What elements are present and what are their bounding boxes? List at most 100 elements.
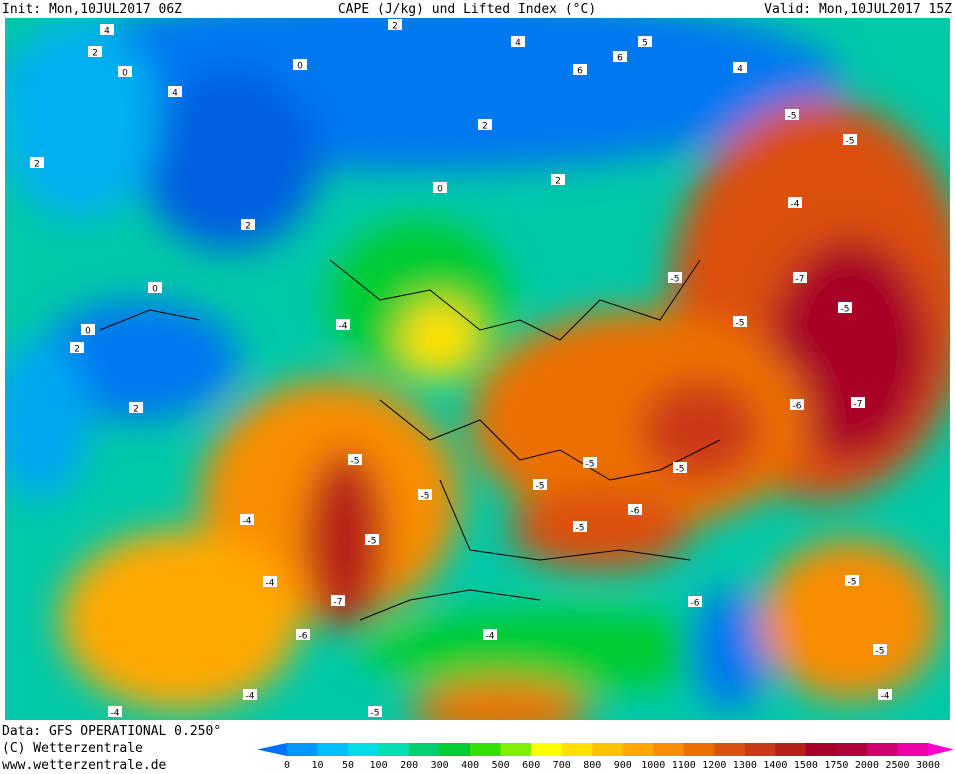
contour-label: -5 xyxy=(676,465,685,475)
contour-label: 0 xyxy=(85,327,91,337)
colorbar-swatch xyxy=(378,743,410,756)
colorbar-label: 900 xyxy=(614,760,632,770)
contour-label-box xyxy=(108,706,122,717)
contour-label-box xyxy=(673,462,687,473)
contour-label: -5 xyxy=(848,578,857,588)
contour-label-box xyxy=(81,324,95,335)
colorbar-swatch xyxy=(348,743,380,756)
colorbar-label: 300 xyxy=(431,760,449,770)
colorbar-label: 1100 xyxy=(672,760,696,770)
contour-label: -5 xyxy=(876,647,885,657)
colorbar-label: 1750 xyxy=(824,760,848,770)
contour-label: -6 xyxy=(691,599,700,609)
colorbar-label: 0 xyxy=(284,760,290,770)
valid-label: Valid: Mon,10JUL2017 15Z xyxy=(764,2,952,17)
colorbar-label: 800 xyxy=(583,760,601,770)
contour-label: -5 xyxy=(841,305,850,315)
colorbar-swatch xyxy=(866,743,898,756)
contour-label: -4 xyxy=(246,692,255,702)
colorbar-label: 50 xyxy=(342,760,354,770)
contour-label-box xyxy=(243,689,257,700)
colorbar-swatch xyxy=(470,743,502,756)
footer-data: Data: GFS OPERATIONAL 0.250° xyxy=(2,724,221,739)
contour-label-box xyxy=(418,489,432,500)
colorbar-swatch xyxy=(287,743,319,756)
contour-label-box xyxy=(628,504,642,515)
footer-copyright: (C) Wetterzentrale xyxy=(2,741,143,756)
contour-label-box xyxy=(788,197,802,208)
contour-label-box xyxy=(583,457,597,468)
colorbar-swatch xyxy=(317,743,349,756)
colorbar-label: 400 xyxy=(461,760,479,770)
contour-label-box xyxy=(613,51,627,62)
contour-label: 2 xyxy=(482,122,488,132)
contour-label: 6 xyxy=(577,67,583,77)
contour-label-box xyxy=(433,182,447,193)
contour-label-box xyxy=(838,302,852,313)
colorbar-swatch xyxy=(500,743,532,756)
contour-label: 5 xyxy=(642,39,648,49)
footer-url: www.wetterzentrale.de xyxy=(2,758,167,770)
contour-label: -6 xyxy=(631,507,640,517)
contour-label-box xyxy=(733,62,747,73)
contour-label-box xyxy=(793,272,807,283)
contour-label-box xyxy=(843,134,857,145)
contour-label: -4 xyxy=(243,517,252,527)
map-title: CAPE (J/kg) und Lifted Index (°C) xyxy=(338,2,596,17)
contour-label: 0 xyxy=(297,62,303,72)
colorbar-label: 1500 xyxy=(794,760,818,770)
contour-label-box xyxy=(573,521,587,532)
contour-label: 2 xyxy=(133,405,139,415)
colorbar-swatch xyxy=(714,743,746,756)
contour-label-box xyxy=(790,399,804,410)
contour-label: -5 xyxy=(368,537,377,547)
contour-label: 6 xyxy=(617,54,623,64)
colorbar-swatch xyxy=(683,743,715,756)
contour-label-box xyxy=(168,86,182,97)
colorbar-arrow-right xyxy=(928,743,954,756)
contour-label-box xyxy=(30,157,44,168)
colorbar-swatch xyxy=(592,743,624,756)
contour-label: -4 xyxy=(881,692,890,702)
contour-label-box xyxy=(88,46,102,57)
contour-label-box xyxy=(388,19,402,30)
colorbar-arrow-left xyxy=(257,743,287,756)
contour-label: 2 xyxy=(245,222,251,232)
contour-label: 2 xyxy=(392,22,398,32)
contour-label-box xyxy=(785,109,799,120)
contour-label: 0 xyxy=(437,185,443,195)
contour-label: 4 xyxy=(737,65,743,75)
contour-label: -7 xyxy=(334,598,343,608)
colorbar-swatch xyxy=(805,743,837,756)
contour-label-box xyxy=(478,119,492,130)
contour-label-box xyxy=(263,576,277,587)
contour-label-box xyxy=(241,219,255,230)
contour-label-box xyxy=(336,319,350,330)
colorbar-swatch xyxy=(439,743,471,756)
contour-label: -7 xyxy=(796,275,805,285)
colorbar-label: 1400 xyxy=(763,760,787,770)
contour-label: -4 xyxy=(266,579,275,589)
contour-label: 4 xyxy=(515,39,521,49)
colorbar-swatch xyxy=(561,743,593,756)
contour-label: 0 xyxy=(122,69,128,79)
contour-label-box xyxy=(348,454,362,465)
colorbar-label: 10 xyxy=(312,760,324,770)
colorbar-label: 2000 xyxy=(855,760,879,770)
contour-label: -6 xyxy=(299,632,308,642)
contour-label: -5 xyxy=(586,460,595,470)
contour-label-box xyxy=(368,706,382,717)
contour-label-box xyxy=(148,282,162,293)
contour-label-box xyxy=(873,644,887,655)
colorbar-label: 1200 xyxy=(702,760,726,770)
contour-label-box xyxy=(511,36,525,47)
contour-label: -5 xyxy=(371,709,380,719)
colorbar-label: 200 xyxy=(400,760,418,770)
contour-label: -4 xyxy=(111,709,120,719)
contour-label-box xyxy=(851,397,865,408)
colorbar-label: 100 xyxy=(370,760,388,770)
contour-label-box xyxy=(293,59,307,70)
colorbar-swatch xyxy=(836,743,868,756)
